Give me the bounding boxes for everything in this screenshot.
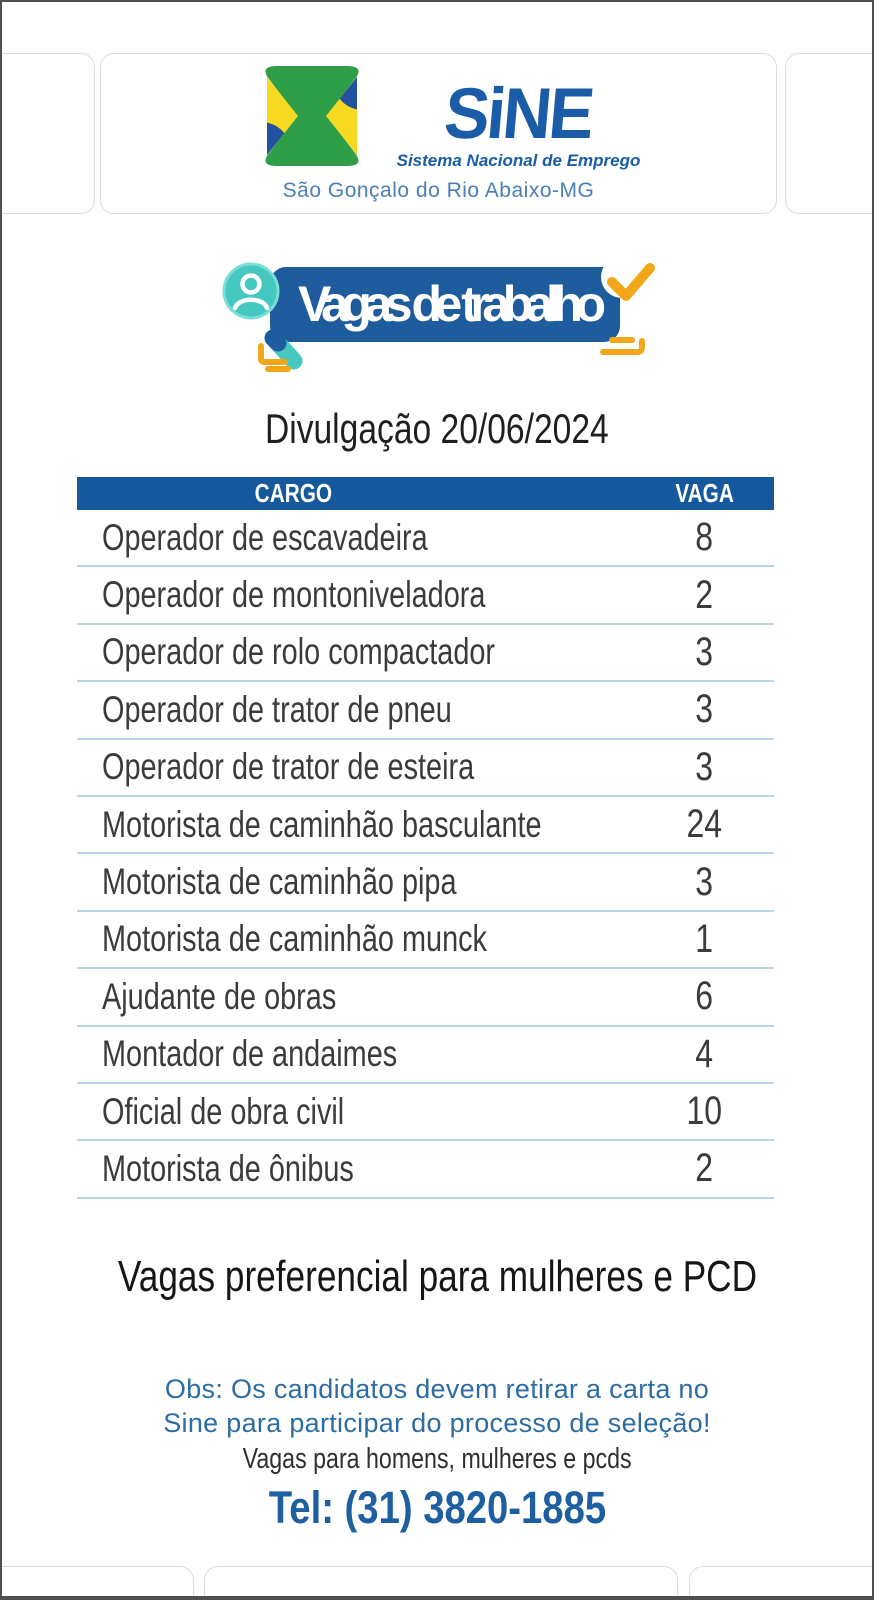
table-row: Montador de andaimes 4	[77, 1027, 774, 1084]
vaga-cell: 3	[695, 744, 714, 789]
vacancy-table-body: Operador de escavadeira 8 Operador de mo…	[77, 510, 774, 1199]
cargo-cell: Montador de andaimes	[102, 1033, 398, 1075]
table-row: Operador de trator de esteira 3	[77, 740, 774, 797]
table-row: Operador de trator de pneu 3	[77, 682, 774, 740]
note-lines-icon	[258, 343, 288, 365]
preferential-note: Vagas preferencial para mulheres e PCD	[117, 1252, 757, 1301]
cargo-cell: Operador de rolo compactador	[102, 631, 496, 673]
sine-logo: SiNE Sistema Nacional de Emprego	[237, 64, 641, 173]
phone-number: Tel: (31) 3820-1885	[268, 1482, 606, 1533]
table-row: Operador de escavadeira 8	[77, 510, 774, 568]
vaga-cell: 24	[686, 802, 723, 847]
cargo-cell: Operador de montoniveladora	[102, 574, 486, 616]
brand-subtitle: Sistema Nacional de Emprego	[396, 150, 641, 170]
vaga-cell: 3	[695, 687, 714, 732]
cargo-cell: Ajudante de obras	[102, 975, 337, 1017]
vaga-cell: 3	[695, 629, 714, 674]
vaga-cell: 2	[695, 572, 714, 617]
table-row: Motorista de ônibus 2	[77, 1141, 774, 1199]
vacancies-banner: Vagas de trabalho	[212, 250, 660, 378]
adjacent-card-top-left	[2, 53, 95, 214]
banner-pill	[270, 267, 620, 342]
publication-date: Divulgação 20/06/2024	[265, 405, 609, 452]
cargo-cell: Operador de escavadeira	[102, 516, 428, 558]
vaga-cell: 8	[695, 515, 714, 560]
adjacent-card-bottom-right	[689, 1566, 872, 1596]
table-row: Oficial de obra civil 10	[77, 1084, 774, 1142]
adjacent-card-top-right	[785, 53, 872, 214]
cargo-cell: Operador de trator de pneu	[102, 688, 452, 730]
table-header: CARGO VAGA	[77, 477, 774, 510]
vaga-cell: 2	[695, 1146, 714, 1191]
cargo-cell: Motorista de caminhão basculante	[102, 803, 542, 845]
adjacent-card-bottom-left	[2, 1566, 194, 1596]
check-icon	[607, 263, 655, 301]
banner-title: Vagas de trabalho	[298, 276, 606, 332]
sine-logo-card: SiNE Sistema Nacional de Emprego São Gon…	[100, 53, 777, 214]
vaga-cell: 6	[695, 974, 714, 1019]
vacancies-table: CARGO VAGA Operador de escavadeira 8 Ope…	[77, 477, 774, 1199]
vaga-cell: 3	[695, 859, 714, 904]
audience-note: Vagas para homens, mulheres e pcds	[242, 1443, 632, 1475]
city-label: São Gonçalo do Rio Abaixo-MG	[282, 179, 595, 202]
cargo-cell: Motorista de ônibus	[102, 1147, 354, 1189]
cargo-cell: Operador de trator de esteira	[102, 746, 475, 788]
column-header-vaga: VAGA	[675, 478, 734, 508]
table-row: Ajudante de obras 6	[77, 969, 774, 1027]
vaga-cell: 10	[686, 1089, 723, 1134]
table-row: Operador de montoniveladora 2	[77, 567, 774, 625]
cargo-cell: Oficial de obra civil	[102, 1090, 345, 1132]
sine-flag-s-icon	[237, 64, 387, 173]
obs-line-2: Sine para participar do processo de sele…	[163, 1408, 711, 1438]
brand-name: SiNE	[441, 74, 596, 155]
vaga-cell: 4	[695, 1031, 714, 1076]
obs-line-1: Obs: Os candidatos devem retirar a carta…	[164, 1374, 710, 1404]
table-row: Motorista de caminhão munck 1	[77, 912, 774, 970]
column-header-cargo: CARGO	[254, 478, 332, 508]
cargo-cell: Motorista de caminhão pipa	[102, 861, 457, 903]
vaga-cell: 1	[695, 916, 714, 961]
table-row: Motorista de caminhão pipa 3	[77, 854, 774, 912]
adjacent-card-bottom-center	[204, 1566, 678, 1596]
table-row: Motorista de caminhão basculante 24	[77, 797, 774, 855]
table-row: Operador de rolo compactador 3	[77, 625, 774, 683]
cargo-cell: Motorista de caminhão munck	[102, 918, 487, 960]
